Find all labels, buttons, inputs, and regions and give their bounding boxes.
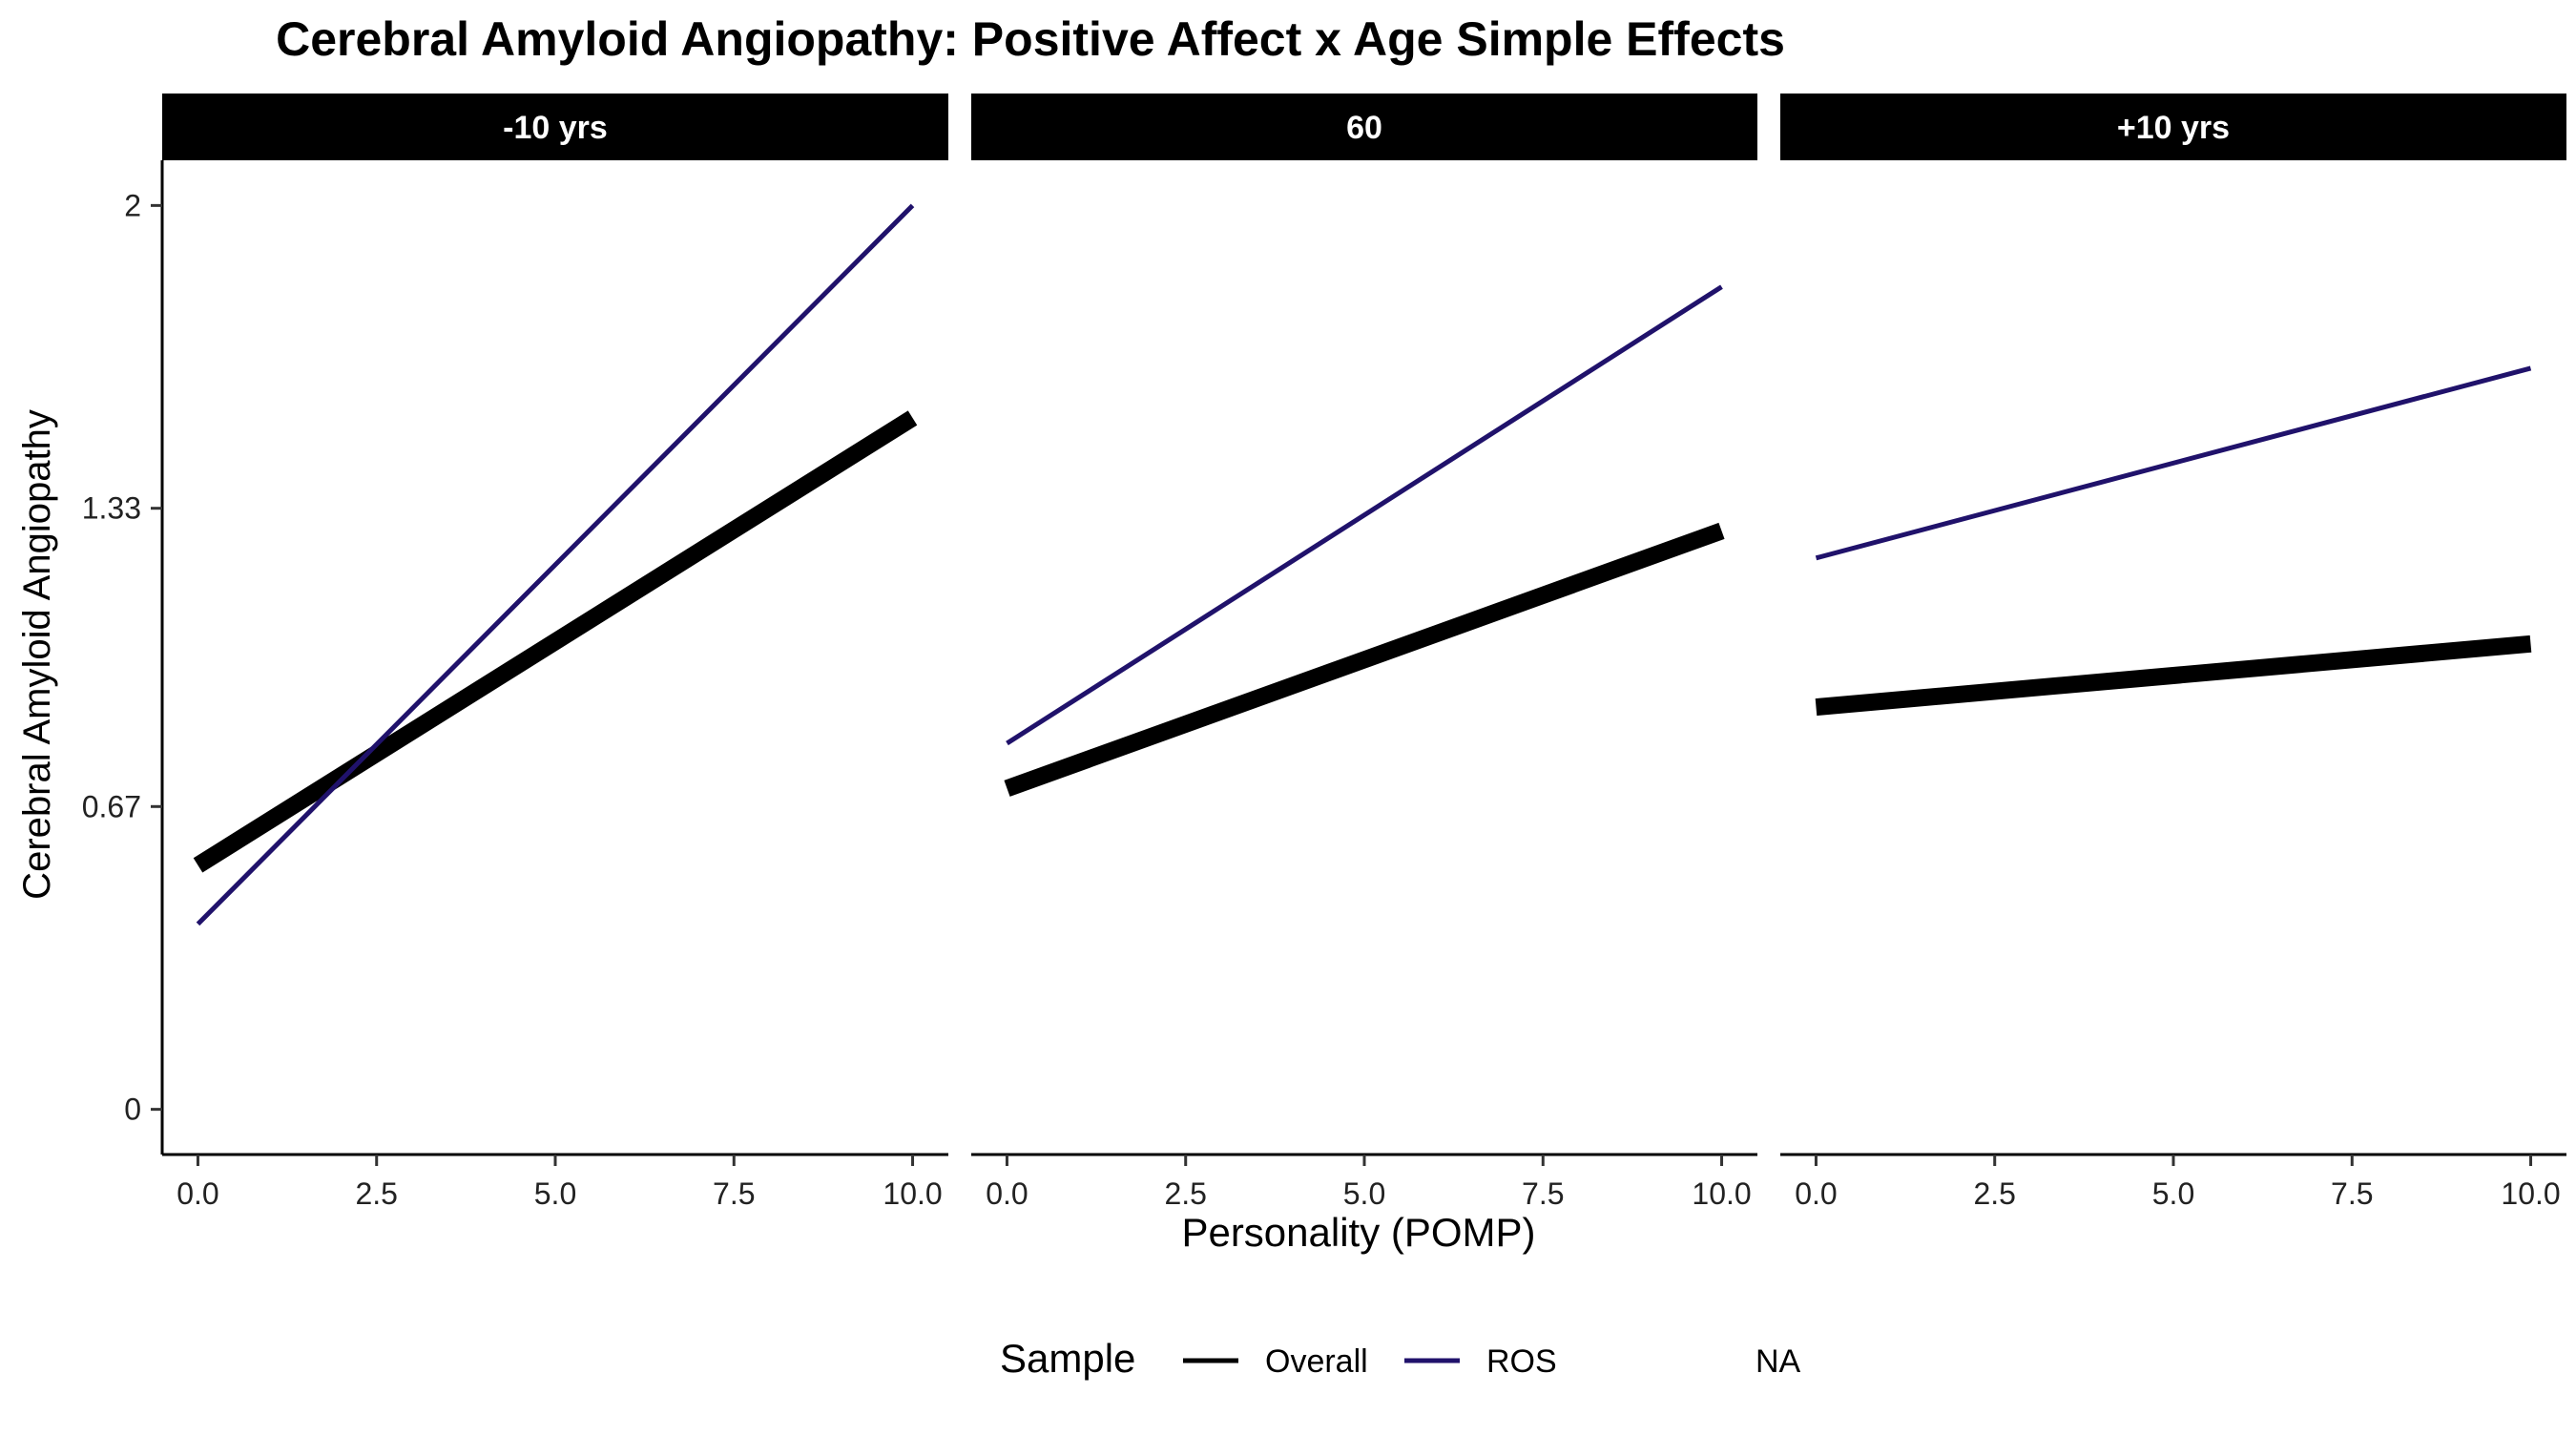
legend-title: Sample bbox=[1000, 1336, 1135, 1381]
series-line-overall bbox=[1815, 635, 2532, 717]
x-tick-label: 5.0 bbox=[1343, 1176, 1385, 1211]
y-tick-label: 2 bbox=[124, 188, 141, 222]
x-tick-label: 2.5 bbox=[1973, 1176, 2015, 1211]
x-tick-label: 2.5 bbox=[355, 1176, 397, 1211]
panel-3: +10 yrs 0.0 2.5 5.0 7.5 10.0 bbox=[1780, 94, 2566, 1211]
facet-strip-label: +10 yrs bbox=[2117, 110, 2230, 146]
panels: -10 yrs 0.0 2.5 5.0 7.5 10.0 0 0.67 1.33 2 60 0.0 2.… bbox=[82, 94, 2566, 1211]
legend-entries: Overall ROS NA bbox=[1183, 1343, 1801, 1380]
panel-2: 60 0.0 2.5 5.0 7.5 10.0 bbox=[971, 94, 1757, 1211]
series-line-overall bbox=[1004, 522, 1725, 797]
y-tick-label: 0 bbox=[124, 1093, 141, 1127]
series-line-overall bbox=[193, 410, 918, 873]
x-tick-label: 7.5 bbox=[1522, 1176, 1564, 1211]
legend-entry: ROS bbox=[1404, 1343, 1557, 1380]
series-line-ros bbox=[1006, 284, 1723, 746]
x-tick-label: 10.0 bbox=[883, 1176, 942, 1211]
facet-strip-label: 60 bbox=[1346, 110, 1382, 146]
chart-title: Cerebral Amyloid Angiopathy: Positive Af… bbox=[276, 12, 1785, 66]
panel-1: -10 yrs 0.0 2.5 5.0 7.5 10.0 0 0.67 1.33 2 bbox=[82, 94, 948, 1211]
legend-entry: NA bbox=[1755, 1343, 1801, 1380]
legend: Sample Overall ROS NA bbox=[1000, 1336, 1801, 1381]
series-line-ros bbox=[1815, 365, 2532, 561]
x-tick-label: 5.0 bbox=[534, 1176, 576, 1211]
x-tick-label: 5.0 bbox=[2152, 1176, 2194, 1211]
x-tick-label: 7.5 bbox=[2331, 1176, 2373, 1211]
legend-label: NA bbox=[1755, 1343, 1801, 1380]
legend-label: ROS bbox=[1486, 1343, 1557, 1380]
legend-entry: Overall bbox=[1183, 1343, 1368, 1380]
x-tick-label: 0.0 bbox=[1795, 1176, 1837, 1211]
y-axis-label: Cerebral Amyloid Angiopathy bbox=[16, 409, 58, 900]
x-tick-label: 0.0 bbox=[986, 1176, 1028, 1211]
x-tick-label: 0.0 bbox=[177, 1176, 218, 1211]
x-axis-label: Personality (POMP) bbox=[1181, 1210, 1535, 1255]
facet-strip-label: -10 yrs bbox=[503, 110, 608, 146]
x-tick-label: 10.0 bbox=[2501, 1176, 2560, 1211]
facet-strip bbox=[162, 94, 948, 160]
series-line-ros bbox=[196, 203, 915, 926]
x-tick-label: 2.5 bbox=[1164, 1176, 1206, 1211]
x-tick-label: 7.5 bbox=[713, 1176, 755, 1211]
legend-label: Overall bbox=[1265, 1343, 1368, 1380]
y-tick-label: 1.33 bbox=[82, 491, 141, 526]
y-tick-label: 0.67 bbox=[82, 789, 141, 823]
x-tick-label: 10.0 bbox=[1692, 1176, 1751, 1211]
facet-strip bbox=[1780, 94, 2566, 160]
facet-strip bbox=[971, 94, 1757, 160]
